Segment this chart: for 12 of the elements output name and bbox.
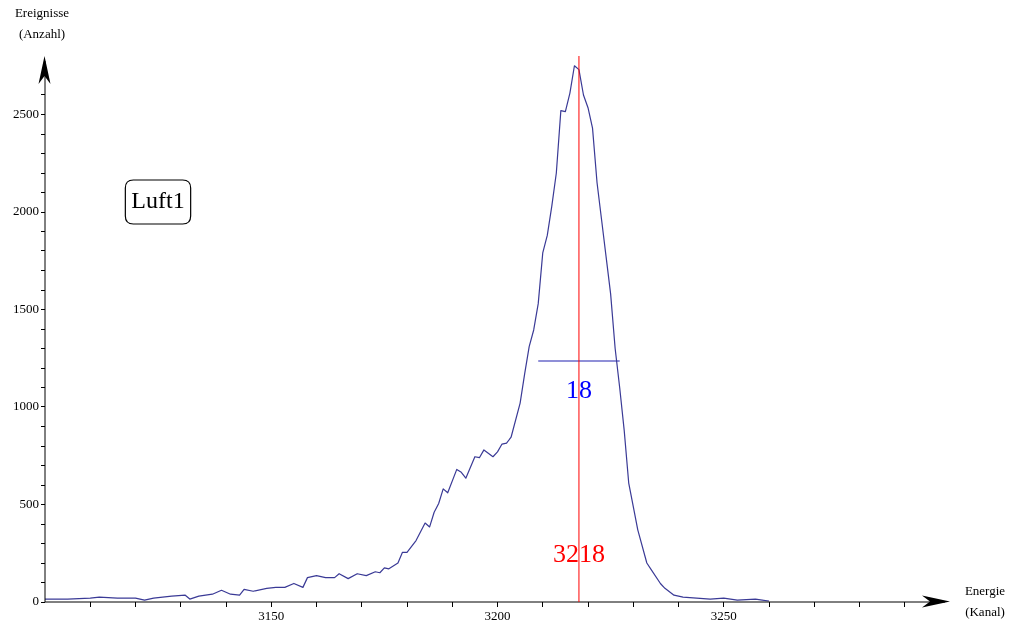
y-tick-label: 1500 [13, 300, 39, 316]
y-tick-label: 2000 [13, 203, 39, 219]
y-tick-label: 2500 [13, 105, 39, 121]
x-tick-label: 3250 [710, 608, 737, 624]
x-axis-title: Energie (Kanal) [964, 583, 1006, 620]
annotation: Luft1 [131, 187, 185, 214]
y-tick-label: 1000 [13, 398, 39, 414]
y-tick-label: 0 [32, 593, 39, 609]
x-tick-label: 3200 [484, 608, 511, 624]
y-axis-title: Ereignisse (Anzahl) [14, 5, 70, 42]
x-tick-label: 3150 [258, 608, 285, 624]
y-tick-label: 500 [19, 495, 39, 511]
